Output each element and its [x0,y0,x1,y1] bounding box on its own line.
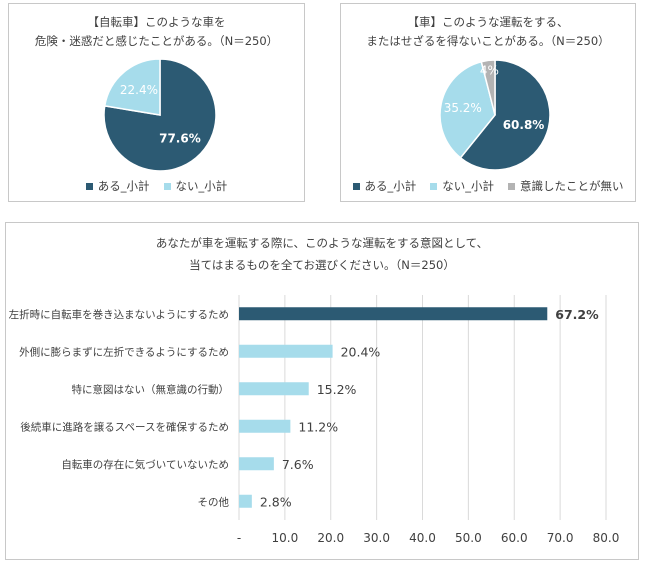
legend-item-yes: ある_小計 [352,178,417,194]
bar [239,307,548,321]
x-tick-label: 10.0 [272,531,299,545]
chart-title-line-2: 当てはまるものを全てお選びください。（N＝250） [189,258,455,272]
pie-slice [459,59,551,171]
legend-swatch-light [430,182,438,190]
x-tick-label: 20.0 [317,531,344,545]
bar-value-label: 20.4% [341,344,381,359]
bar-value-label: 11.2% [298,419,338,434]
pie-data-label: 4% [480,63,499,77]
x-tick-label: 70.0 [547,531,574,545]
pie-chart-bicycle-panel: 【自転車】このような車を 危険・迷惑だと感じたことがある。（N＝250） 77.… [8,3,305,202]
x-tick-label: 50.0 [455,531,482,545]
pie-data-label: 77.6% [159,131,201,145]
chart-title-line-2: またはせざるを得ないことがある。（N＝250） [366,34,610,48]
x-tick-label: - [237,531,241,545]
bar-value-label: 7.6% [282,457,314,472]
pie-slice [480,59,496,116]
legend-swatch-light [163,182,171,190]
legend-label: 意識したことが無い [520,179,624,193]
pie-chart-bicycle: 77.6% 22.4% [103,58,217,172]
legend-item-no: ない_小計 [163,178,228,194]
category-label: その他 [198,495,230,508]
legend-item-no: ない_小計 [430,178,494,194]
legend-item-unaware: 意識したことが無い [508,178,624,194]
chart-title-line-1: 【車】このような運転をする、 [407,15,569,29]
bar [239,419,291,433]
legend-swatch-gray [508,182,515,190]
horizontal-bar-chart: - 10.0 20.0 30.0 40.0 50.0 60.0 70.0 80.0 左折時に自転車… [9,295,620,545]
bar [239,344,333,358]
legend-label: ある_小計 [97,179,150,193]
pie-slice [103,58,161,116]
x-tick-label: 80.0 [593,531,620,545]
bar [239,457,274,471]
pie-chart-car: 60.8% 35.2% 4% [439,59,551,171]
chart-title-line-1: あなたが車を運転する際に、このような運転をする意図として、 [155,236,489,250]
chart-title-line-1: 【自転車】このような車を [87,15,226,29]
category-label: 後続車に進路を譲るスペースを確保するため [20,420,229,433]
bar-value-label: 2.8% [260,494,292,509]
category-label: 外側に膨らまずに左折できるようにするため [19,345,229,358]
chart-legend: ある_小計 ない_小計 意識したことが無い [341,178,635,194]
category-label: 特に意図はない（無意識の行動） [72,383,230,396]
legend-label: ある_小計 [364,179,417,193]
pie-data-label: 35.2% [444,101,482,115]
legend-item-yes: ある_小計 [85,178,150,194]
legend-swatch-dark [352,182,360,190]
x-tick-label: 30.0 [363,531,390,545]
bar-value-label: 67.2% [555,307,599,322]
pie-slice [439,60,496,159]
bar-chart-panel: あなたが車を運転する際に、このような運転をする意図として、 当てはまるものを全て… [5,222,639,560]
bar [239,494,252,508]
legend-label: ない_小計 [442,179,494,193]
chart-legend: ある_小計 ない_小計 [9,178,304,194]
pie-data-label: 60.8% [503,118,545,132]
pie-data-label: 22.4% [120,83,158,97]
pie-chart-car-panel: 【車】このような運転をする、 またはせざるを得ないことがある。（N＝250） 6… [340,3,636,202]
bar-value-label: 15.2% [317,382,357,397]
bar [239,382,309,396]
x-tick-label: 40.0 [409,531,436,545]
x-tick-label: 60.0 [501,531,528,545]
category-label: 左折時に自転車を巻き込まないようにするため [9,308,229,321]
legend-label: ない_小計 [175,179,228,193]
legend-swatch-dark [85,182,93,190]
category-label: 自転車の存在に気づいていないため [61,458,229,471]
chart-title-line-2: 危険・迷惑だと感じたことがある。（N＝250） [34,34,279,48]
